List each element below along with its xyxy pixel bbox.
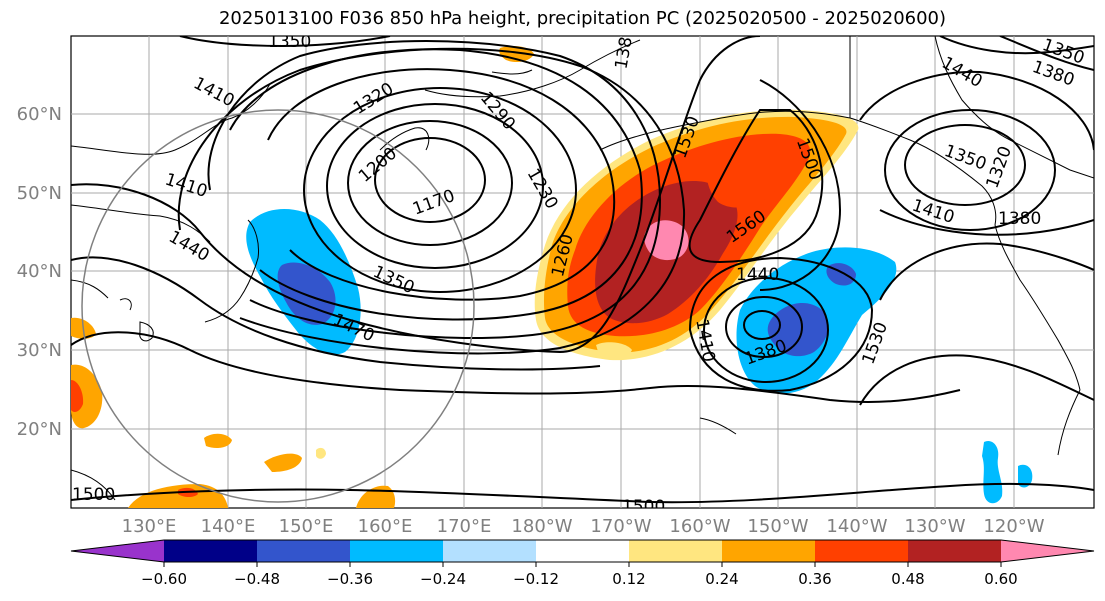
colorbar-tick-label: 0.60	[984, 570, 1017, 588]
colorbar	[70, 539, 1095, 563]
colorbar-tick-label: −0.12	[513, 570, 559, 588]
contour-label: 1440	[736, 265, 779, 285]
lat-label-50n: 50°N	[17, 183, 62, 204]
colorbar-segment	[350, 540, 443, 562]
height-contours	[71, 36, 1094, 504]
colorbar-tick-label: 0.12	[612, 570, 645, 588]
colorbar-ticks: −0.60 −0.48 −0.36 −0.24 −0.12 0.12 0.24 0.36 0.4…	[141, 562, 1018, 588]
lat-label-20n: 20°N	[17, 419, 62, 440]
lon-label: 130°E	[122, 516, 177, 537]
lon-label: 160°W	[669, 516, 730, 537]
colorbar-tick-label: 0.24	[705, 570, 738, 588]
lon-label: 160°E	[358, 516, 413, 537]
lon-label: 150°E	[279, 516, 334, 537]
precip-negative-japan	[246, 209, 361, 355]
colorbar-segment	[1001, 540, 1094, 562]
colorbar-tick-label: −0.36	[327, 570, 373, 588]
colorbar-segment	[722, 540, 815, 562]
colorbar-tick-label: 0.48	[891, 570, 924, 588]
contour-label: 1380	[998, 209, 1041, 229]
lon-label: 170°E	[437, 516, 492, 537]
colorbar-segment	[629, 540, 722, 562]
precip-positive-central-pacific	[534, 109, 859, 361]
lon-label: 140°E	[201, 516, 256, 537]
colorbar-segment	[71, 540, 164, 562]
lat-label-30n: 30°N	[17, 340, 62, 361]
latitude-labels: 60°N 50°N 40°N 30°N 20°N	[17, 104, 62, 440]
longitude-labels: 130°E 140°E 150°E 160°E 170°E 180°W 170°…	[122, 516, 1045, 537]
colorbar-tick-label: 0.36	[798, 570, 831, 588]
colorbar-tick-label: −0.24	[420, 570, 466, 588]
lon-label: 180°W	[511, 516, 572, 537]
colorbar-segment	[164, 540, 257, 562]
lon-label: 120°W	[983, 516, 1044, 537]
colorbar-segment	[815, 540, 908, 562]
contour-label: 1500	[622, 497, 665, 517]
colorbar-segment	[536, 540, 629, 562]
colorbar-segment	[443, 540, 536, 562]
colorbar-segment	[908, 540, 1001, 562]
contour-label: 1350	[268, 32, 311, 52]
map-title: 2025013100 F036 850 hPa height, precipit…	[218, 8, 947, 29]
colorbar-tick-label: −0.60	[141, 570, 187, 588]
reference-circle	[81, 109, 475, 503]
lat-label-60n: 60°N	[17, 104, 62, 125]
contour-label: 1500	[72, 485, 115, 505]
precip-negative-ne-pacific	[736, 247, 897, 394]
lon-label: 130°W	[904, 516, 965, 537]
lon-label: 170°W	[590, 516, 651, 537]
lat-label-40n: 40°N	[17, 261, 62, 282]
lon-label: 140°W	[826, 516, 887, 537]
colorbar-segment	[257, 540, 350, 562]
lon-label: 150°W	[747, 516, 808, 537]
colorbar-tick-label: −0.48	[234, 570, 280, 588]
coastlines	[71, 36, 1094, 501]
